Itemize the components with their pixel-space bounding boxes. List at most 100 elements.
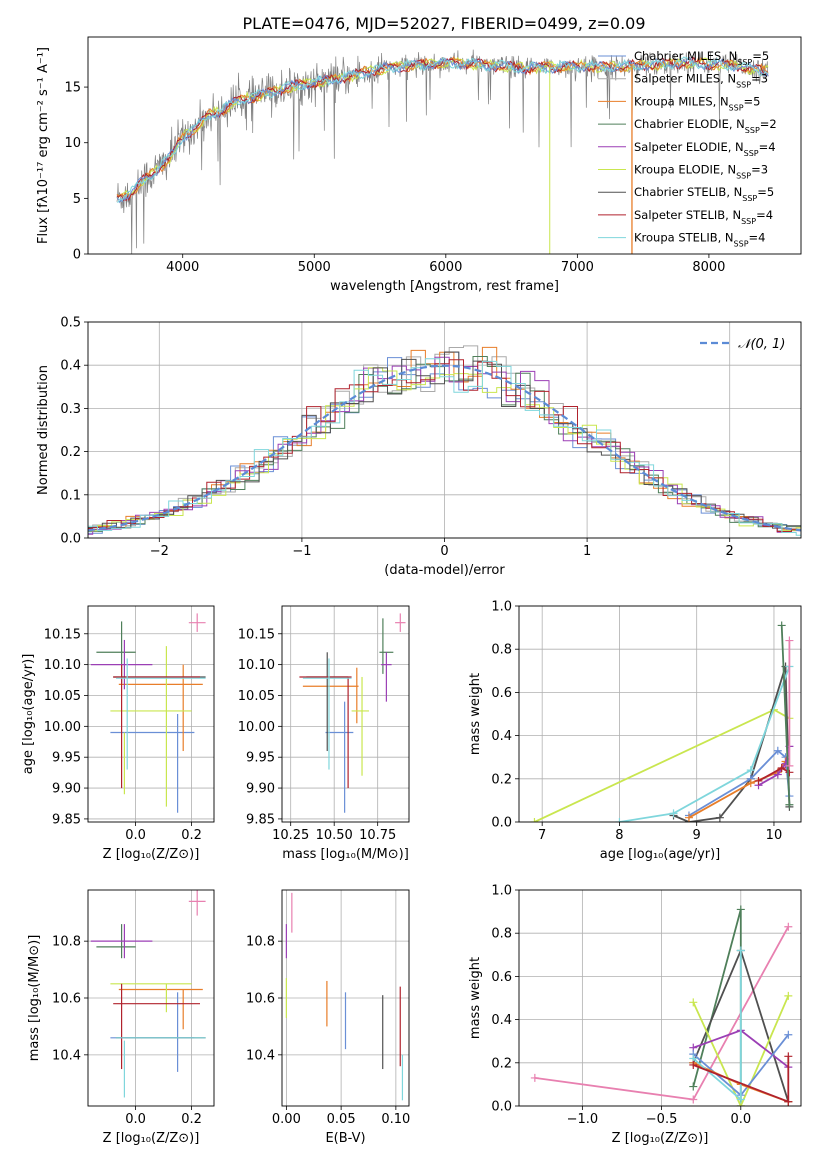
y-axis-label: Flux [fλ10⁻¹⁷ erg cm⁻² s⁻¹ A⁻¹] [36,47,51,244]
y-tick-label: 0.2 [491,772,512,787]
y-tick-label: 0.1 [60,488,81,503]
frame-spectrum: 4000 5000 6000 7000 8000 0 5 10 15 wavelength [An… [36,36,802,294]
weight-marker [689,998,698,1007]
weight-line [780,625,791,805]
axes-ageM: 10.25 10.50 10.75 9.85 9.90 9.95 10.00 10.05 10.… [238,605,410,862]
x-tick-label: −1 [292,544,311,559]
axes-frame [87,321,802,539]
x-tick-label: 0.0 [730,1112,751,1127]
x-tick-label: 9 [693,828,701,843]
y-tick-label: 15 [64,81,81,96]
y-tick-label: 9.85 [52,812,81,827]
weight-marker [773,770,782,779]
y-tick-label: 10.05 [44,689,81,704]
axes-massZ: 0.0 0.2 10.4 10.6 10.8 Z [log₁₀(Z/Z⊙)] mass [l… [27,889,215,1146]
x-axis-label: wavelength [Angstrom, rest frame] [330,279,559,294]
figure-title: PLATE=0476, MJD=52027, FIBERID=0499, z=0… [242,14,645,33]
x-tick-label: 0 [440,544,448,559]
weight-marker [684,813,693,822]
x-tick-label: 0.2 [181,1112,202,1127]
plot-content-ageM [299,613,406,813]
x-tick-label: 6000 [429,260,462,275]
x-axis-label: Z [log₁₀(Z/Z⊙)] [103,1131,200,1146]
legend-label: Kroupa STELIB, NSSP=4 [634,231,765,249]
y-tick-label: 5 [73,192,81,207]
y-tick-label: 10.4 [52,1048,81,1063]
x-tick-label: −2 [150,544,169,559]
x-axis-label: Z [log₁₀(Z/Z⊙)] [612,1131,709,1146]
y-tick-label: 10.10 [238,658,275,673]
weight-marker [736,946,745,955]
x-axis-label: E(B-V) [325,1131,365,1146]
plot-content-mwZ [530,905,793,1106]
legend-label: Chabrier STELIB, NSSP=5 [634,185,774,203]
axes-frame [518,889,802,1107]
legend-label: Salpeter MILES, NSSP=3 [634,72,768,90]
x-tick-label: 5000 [298,260,331,275]
y-tick-label: 10.00 [44,720,81,735]
weight-marker [689,1082,698,1091]
weight-marker [784,1052,793,1061]
histogram-step [88,351,801,534]
frame-hist: −2 −1 0 1 2 0.0 0.1 0.2 0.3 0.4 0.5 (data-model)/er… [36,316,802,578]
y-axis-label: mass [log₁₀(M/M⊙)] [27,935,42,1062]
axes-frame [87,889,215,1107]
x-tick-label: 10 [766,828,783,843]
x-tick-label: 0.0 [125,828,146,843]
y-tick-label: 0.8 [491,927,512,942]
model-fit-line [116,56,769,203]
y-tick-label: 10.6 [246,992,275,1007]
axes-frame [87,36,802,255]
histogram-step [88,358,801,536]
weight-line [688,760,787,819]
y-tick-label: 10.8 [52,935,81,950]
y-tick-label: 0 [73,248,81,263]
y-tick-label: 10.8 [246,935,275,950]
x-axis-label: (data-model)/error [384,563,505,578]
plot-content-massZ [90,890,206,1098]
axes-frame [87,605,215,823]
x-tick-label: 0.10 [381,1112,410,1127]
y-tick-label: 10.6 [52,992,81,1007]
weight-marker [736,905,745,914]
y-tick-label: 10 [64,136,81,151]
y-tick-label: 0.5 [60,316,81,331]
x-tick-label: −0.5 [646,1112,678,1127]
x-tick-label: 10.50 [316,828,353,843]
axes-frame [281,889,410,1107]
y-tick-label: 1.0 [491,600,512,615]
y-axis-label: Normed distribution [36,365,51,495]
y-tick-label: 0.4 [491,1013,512,1028]
frame-mwAge: 7 8 9 10 0.0 0.2 0.4 0.6 0.8 1.0 age [log₁₀(age/yr… [468,600,802,862]
y-tick-label: 10.05 [238,689,275,704]
weight-marker [784,1097,793,1106]
y-tick-label: 9.95 [246,751,275,766]
y-tick-label: 0.3 [60,402,81,417]
y-axis-label: mass weight [468,673,483,755]
histogram-step [88,351,801,537]
plot-content-hist [88,345,801,537]
weight-line [692,995,790,1106]
weight-marker [746,779,755,788]
x-tick-label: 8 [615,828,623,843]
legend-label: 𝒩(0, 1) [738,337,785,352]
axes-massEBV: 0.00 0.05 0.10 10.4 10.6 10.8 E(B-V) [246,889,410,1146]
y-tick-label: 0.0 [491,816,512,831]
x-tick-label: 0.0 [125,1112,146,1127]
y-tick-label: 9.90 [246,782,275,797]
y-tick-label: 9.90 [52,782,81,797]
spectrum-legend: Chabrier MILES, NSSP=5 Salpeter MILES, NS… [598,49,777,248]
weight-marker [785,636,794,645]
y-tick-label: 0.0 [60,532,81,547]
legend-label: Chabrier ELODIE, NSSP=2 [634,117,777,135]
y-tick-label: 10.00 [238,720,275,735]
y-axis-label: mass weight [468,957,483,1039]
weight-line [534,708,790,822]
y-tick-label: 10.15 [238,627,275,642]
weight-marker [736,1095,745,1104]
legend-label: Salpeter ELODIE, NSSP=4 [634,140,776,158]
frame-ageM: 10.25 10.50 10.75 9.85 9.90 9.95 10.00 10.05 10.… [238,605,410,862]
legend-label: Kroupa MILES, NSSP=5 [634,94,760,112]
